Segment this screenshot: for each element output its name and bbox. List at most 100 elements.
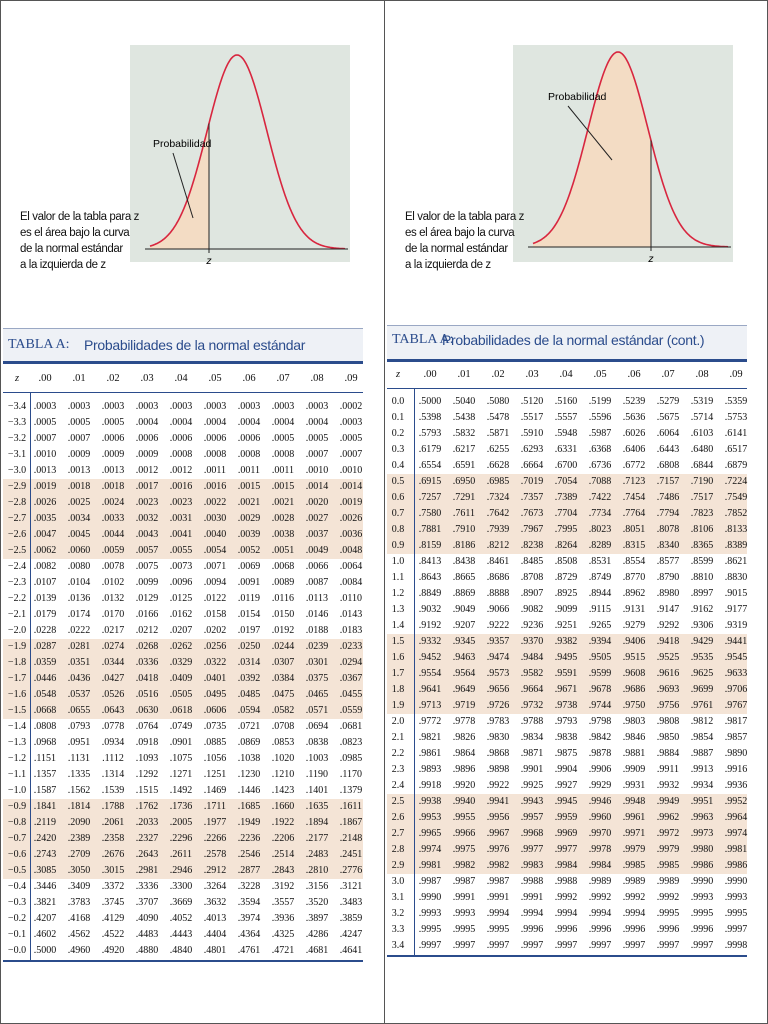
probability-value: .2005 <box>169 817 193 828</box>
probability-value: .1762 <box>135 801 159 812</box>
probability-value: .0853 <box>271 737 295 748</box>
probability-value: .0026 <box>339 513 363 524</box>
probability-value: .1660 <box>271 801 295 812</box>
probability-value: .4013 <box>203 913 227 924</box>
z-value: 1.4 <box>391 620 405 631</box>
z-value: 1.8 <box>391 684 405 695</box>
probability-value: .9985 <box>622 860 646 871</box>
column-header: .05 <box>208 373 222 384</box>
probability-value: .9850 <box>656 732 680 743</box>
probability-value: .9988 <box>520 876 544 887</box>
probability-value: .9382 <box>554 636 578 647</box>
caption-line: de la normal estándar <box>20 243 123 255</box>
probability-value: .4602 <box>33 929 57 940</box>
probability-value: .4483 <box>135 929 159 940</box>
probability-value: .0002 <box>339 401 363 412</box>
probability-value: .9987 <box>418 876 442 887</box>
shaded-area <box>150 123 209 249</box>
probability-value: .9955 <box>452 812 476 823</box>
probability-value: .5675 <box>656 412 680 423</box>
probability-value: .9803 <box>622 716 646 727</box>
probability-value: .9957 <box>520 812 544 823</box>
probability-value: .8051 <box>622 524 646 535</box>
column-header: .04 <box>174 373 188 384</box>
z-value: 2.8 <box>391 844 405 855</box>
row-band <box>387 506 747 522</box>
z-column-rule <box>414 388 415 955</box>
probability-value: .0048 <box>339 545 363 556</box>
probability-value: .1949 <box>237 817 261 828</box>
probability-value: .9993 <box>418 908 442 919</box>
probability-value: .8023 <box>588 524 612 535</box>
probability-value: .5040 <box>452 396 476 407</box>
probability-value: .0359 <box>33 657 57 668</box>
probability-value: .9996 <box>622 924 646 935</box>
z-value: 3.1 <box>391 892 405 903</box>
probability-value: .6808 <box>656 460 680 471</box>
z-value: −0.2 <box>7 913 27 924</box>
probability-value: .1423 <box>271 785 295 796</box>
probability-value: .9990 <box>724 876 748 887</box>
z-value: −0.0 <box>7 945 27 956</box>
probability-value: .4522 <box>101 929 125 940</box>
column-header: .02 <box>491 369 505 380</box>
z-value: −0.6 <box>7 849 27 860</box>
probability-value: .9982 <box>486 860 510 871</box>
probability-value: .9993 <box>724 892 748 903</box>
row-band <box>387 682 747 698</box>
probability-value: .7157 <box>656 476 680 487</box>
probability-value: .0166 <box>135 609 159 620</box>
probability-value: .1894 <box>305 817 329 828</box>
probability-value: .9997 <box>690 940 714 951</box>
z-value: −3.0 <box>7 465 27 476</box>
z-value: −0.1 <box>7 929 27 940</box>
probability-value: .2033 <box>135 817 159 828</box>
probability-value: .4325 <box>271 929 295 940</box>
probability-value: .4168 <box>67 913 91 924</box>
probability-value: .3300 <box>169 881 193 892</box>
column-header: z <box>14 373 20 384</box>
probability-value: .4960 <box>67 945 91 956</box>
probability-value: .9554 <box>418 668 442 679</box>
row-band <box>387 794 747 810</box>
probability-value: .1314 <box>101 769 125 780</box>
row-band <box>387 522 747 538</box>
probability-value: .9970 <box>588 828 612 839</box>
probability-value: .0005 <box>271 433 295 444</box>
probability-value: .1492 <box>169 785 193 796</box>
probability-value: .0087 <box>305 577 329 588</box>
probability-value: .9994 <box>486 908 510 919</box>
column-header: .03 <box>525 369 539 380</box>
probability-value: .1788 <box>101 801 125 812</box>
probability-value: .9772 <box>418 716 442 727</box>
probability-value: .0606 <box>203 705 227 716</box>
probability-value: .7486 <box>656 492 680 503</box>
probability-value: .0047 <box>33 529 57 540</box>
caption-line: es el área bajo la curva <box>20 227 130 239</box>
probability-value: .8508 <box>554 556 578 567</box>
row-band <box>387 650 747 666</box>
probability-value: .6217 <box>452 444 476 455</box>
z-value: 0.6 <box>391 492 405 503</box>
probability-value: .9993 <box>452 908 476 919</box>
probability-value: .9991 <box>520 892 544 903</box>
probability-value: .9996 <box>520 924 544 935</box>
probability-value: .1562 <box>67 785 91 796</box>
probability-value: .0409 <box>169 673 193 684</box>
probability-value: .0004 <box>271 417 295 428</box>
probability-value: .9861 <box>418 748 442 759</box>
probability-value: .9956 <box>486 812 510 823</box>
probability-value: .7673 <box>520 508 544 519</box>
probability-value: .0062 <box>33 545 57 556</box>
table-label: TABLA A: <box>8 337 70 352</box>
probability-value: .9564 <box>452 668 476 679</box>
probability-value: .0436 <box>67 673 91 684</box>
probability-value: .5517 <box>520 412 544 423</box>
probability-value: .9896 <box>452 764 476 775</box>
column-header: .07 <box>661 369 675 380</box>
probability-value: .0041 <box>169 529 193 540</box>
probability-value: .6985 <box>486 476 510 487</box>
probability-value: .1446 <box>237 785 261 796</box>
probability-value: .2946 <box>169 865 193 876</box>
probability-value: .0013 <box>101 465 125 476</box>
